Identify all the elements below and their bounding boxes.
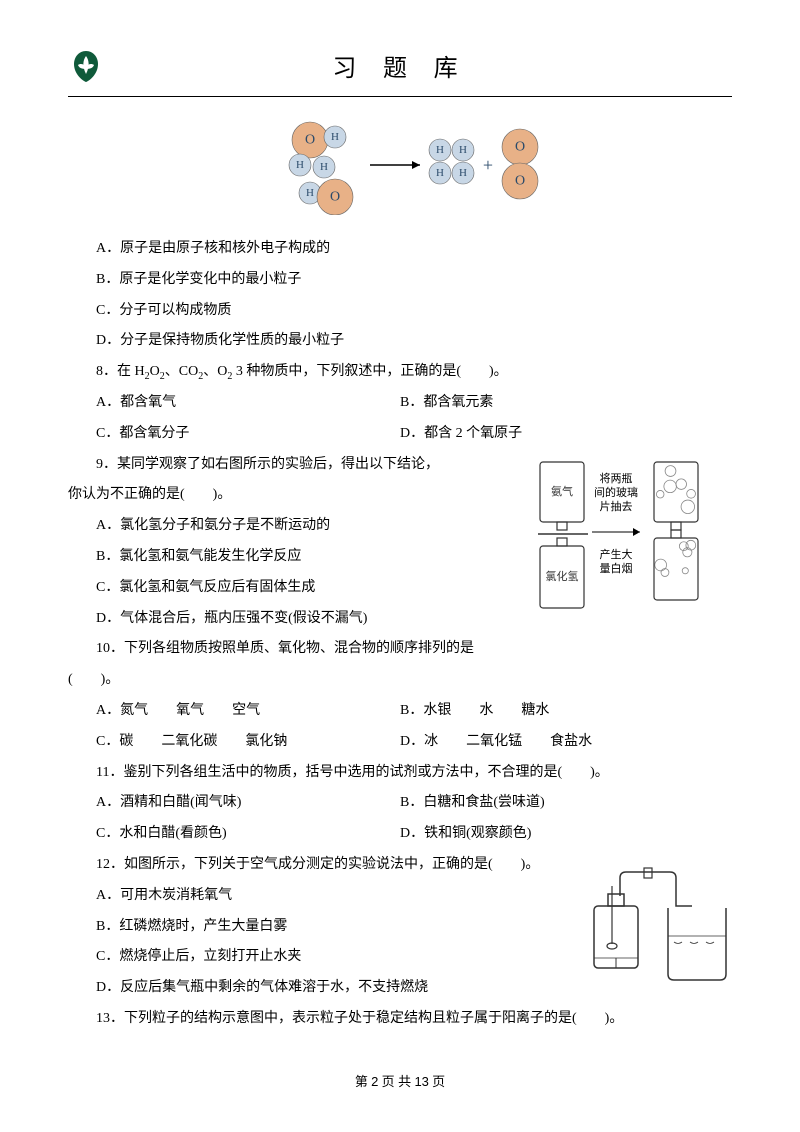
q8-t5: 3 种物质中，下列叙述中，正确的是( )。 xyxy=(232,364,507,379)
q11-row1: A．酒精和白醋(闻气味) B．白糖和食盐(尝味道) xyxy=(68,788,732,819)
svg-text:将两瓶: 将两瓶 xyxy=(600,471,633,485)
page-footer: 第 2 页 共 13 页 xyxy=(68,1071,732,1090)
svg-text:H: H xyxy=(331,131,339,143)
q10-opt-c: C．碳 二氧化碳 氯化钠 xyxy=(68,727,400,758)
footer-total: 13 xyxy=(414,1074,428,1089)
svg-text:H: H xyxy=(459,144,467,156)
svg-text:氯化氢: 氯化氢 xyxy=(546,569,579,583)
q8-t3: 、CO xyxy=(165,364,198,379)
q10-opt-b: B．水银 水 糖水 xyxy=(400,696,732,727)
q11-opt-a: A．酒精和白醋(闻气味) xyxy=(68,788,400,819)
svg-text:H: H xyxy=(436,167,444,179)
q11-opt-b: B．白糖和食盐(尝味道) xyxy=(400,788,732,819)
svg-text:H: H xyxy=(459,167,467,179)
svg-text:H: H xyxy=(320,161,328,173)
q11-opt-d: D．铁和铜(观察颜色) xyxy=(400,819,732,850)
q8-opt-b: B．都含氧元素 xyxy=(400,388,732,419)
q11-row2: C．水和白醋(看颜色) D．铁和铜(观察颜色) xyxy=(68,819,732,850)
q8-t2: O xyxy=(150,364,160,379)
footer-page: 2 xyxy=(371,1074,378,1089)
page-header: 习 题 库 xyxy=(68,40,732,90)
svg-text:H: H xyxy=(296,159,304,171)
svg-text:+: + xyxy=(483,155,493,175)
q10-row1: A．氮气 氧气 空气 B．水银 水 糖水 xyxy=(68,696,732,727)
q11-opt-c: C．水和白醋(看颜色) xyxy=(68,819,400,850)
q8-t1: 8．在 H xyxy=(96,364,145,379)
molecule-diagram: OHHHHOHHHH+OO xyxy=(68,115,732,220)
apparatus-diagram xyxy=(582,866,732,999)
q7-opt-c: C．分子可以构成物质 xyxy=(68,296,732,327)
q11-stem: 11．鉴别下列各组生活中的物质，括号中选用的试剂或方法中，不合理的是( )。 xyxy=(68,758,732,789)
q8-opt-d: D．都含 2 个氧原子 xyxy=(400,419,732,450)
svg-text:产生大: 产生大 xyxy=(600,547,633,561)
svg-text:O: O xyxy=(330,190,340,205)
q8-stem: 8．在 H2O2、CO2、O2 3 种物质中，下列叙述中，正确的是( )。 xyxy=(68,357,732,388)
svg-text:H: H xyxy=(436,144,444,156)
footer-post: 页 xyxy=(432,1074,445,1089)
svg-text:片抽去: 片抽去 xyxy=(600,499,633,513)
bottle-diagram: 氨气氯化氢 将两瓶间的玻璃片抽去产生大量白烟 xyxy=(532,454,732,647)
footer-pre: 第 xyxy=(355,1074,368,1089)
q7-opt-a: A．原子是由原子核和核外电子构成的 xyxy=(68,234,732,265)
q10-row2: C．碳 二氧化碳 氯化钠 D．冰 二氧化锰 食盐水 xyxy=(68,727,732,758)
q13-stem: 13．下列粒子的结构示意图中，表示粒子处于稳定结构且粒子属于阳离子的是( )。 xyxy=(68,1004,732,1035)
content-area: A．原子是由原子核和核外电子构成的 B．原子是化学变化中的最小粒子 C．分子可以… xyxy=(68,234,732,1035)
footer-mid: 页 共 xyxy=(382,1074,412,1089)
q8-opt-c: C．都含氧分子 xyxy=(68,419,400,450)
q7-opt-d: D．分子是保持物质化学性质的最小粒子 xyxy=(68,326,732,357)
q7-opt-b: B．原子是化学变化中的最小粒子 xyxy=(68,265,732,296)
header-rule xyxy=(68,96,732,97)
svg-text:间的玻璃: 间的玻璃 xyxy=(594,485,638,499)
logo-icon xyxy=(68,48,104,89)
svg-text:O: O xyxy=(515,174,525,189)
svg-text:O: O xyxy=(515,140,525,155)
q10-opt-d: D．冰 二氧化锰 食盐水 xyxy=(400,727,732,758)
svg-text:量白烟: 量白烟 xyxy=(600,561,633,575)
q8-row1: A．都含氧气 B．都含氧元素 xyxy=(68,388,732,419)
q8-row2: C．都含氧分子 D．都含 2 个氧原子 xyxy=(68,419,732,450)
svg-text:O: O xyxy=(305,133,315,148)
svg-text:H: H xyxy=(306,187,314,199)
q8-t4: 、O xyxy=(203,364,227,379)
page-title: 习 题 库 xyxy=(68,48,732,83)
q10-opt-a: A．氮气 氧气 空气 xyxy=(68,696,400,727)
q8-opt-a: A．都含氧气 xyxy=(68,388,400,419)
svg-text:氨气: 氨气 xyxy=(551,484,573,498)
